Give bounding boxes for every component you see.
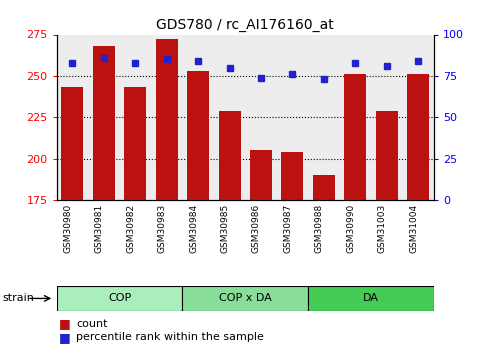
Bar <box>344 74 366 200</box>
Bar <box>250 150 272 200</box>
Text: count: count <box>76 319 108 328</box>
Text: GSM30986: GSM30986 <box>252 204 261 253</box>
Bar <box>371 34 402 200</box>
Bar <box>119 34 151 200</box>
Text: DA: DA <box>363 294 379 303</box>
Text: GSM30985: GSM30985 <box>220 204 230 253</box>
Bar <box>308 286 434 310</box>
Text: GSM30983: GSM30983 <box>158 204 167 253</box>
Text: GSM30988: GSM30988 <box>315 204 324 253</box>
Bar <box>62 88 83 200</box>
Text: COP: COP <box>108 294 131 303</box>
Bar <box>187 71 209 200</box>
Bar <box>57 34 88 200</box>
Bar <box>245 34 277 200</box>
Bar <box>407 74 429 200</box>
Bar <box>214 34 246 200</box>
Title: GDS780 / rc_AI176160_at: GDS780 / rc_AI176160_at <box>156 18 334 32</box>
Text: GSM30987: GSM30987 <box>283 204 292 253</box>
Bar <box>376 111 398 200</box>
Text: ■: ■ <box>59 331 71 344</box>
Bar <box>57 286 182 310</box>
Text: GSM30980: GSM30980 <box>64 204 72 253</box>
Text: GSM31003: GSM31003 <box>378 204 387 253</box>
Bar <box>182 286 308 310</box>
Bar <box>156 39 177 200</box>
Bar <box>218 111 241 200</box>
Text: GSM31004: GSM31004 <box>409 204 418 253</box>
Bar <box>340 34 371 200</box>
Text: GSM30982: GSM30982 <box>126 204 135 253</box>
Text: strain: strain <box>2 294 35 303</box>
Bar <box>277 34 308 200</box>
Bar <box>182 34 214 200</box>
Bar <box>313 175 335 200</box>
Bar <box>402 34 434 200</box>
Text: GSM30990: GSM30990 <box>346 204 355 253</box>
Bar <box>308 34 340 200</box>
Text: ■: ■ <box>59 317 71 330</box>
Text: percentile rank within the sample: percentile rank within the sample <box>76 333 264 342</box>
Bar <box>151 34 182 200</box>
Bar <box>88 34 119 200</box>
Bar <box>124 88 146 200</box>
Bar <box>282 152 303 200</box>
Text: COP x DA: COP x DA <box>219 294 272 303</box>
Bar <box>93 46 115 200</box>
Text: GSM30984: GSM30984 <box>189 204 198 253</box>
Text: GSM30981: GSM30981 <box>95 204 104 253</box>
